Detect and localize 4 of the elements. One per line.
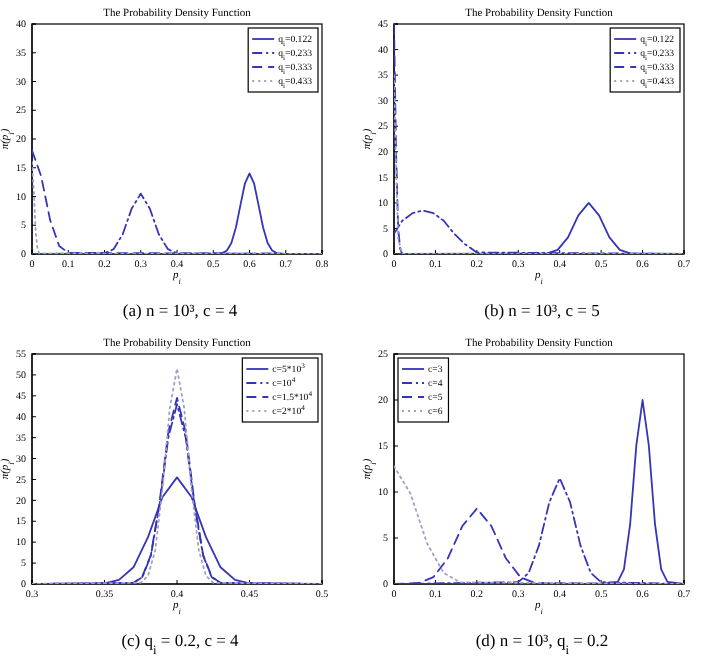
text: (a) n = 10³, c = 4 <box>122 300 239 320</box>
text: (c) q$_{i}$ = 0.2, c = 4 <box>121 630 241 657</box>
text: (d) n = 10³, q$_{i}$ = 0.2 <box>475 630 609 657</box>
text: (b) n = 10³, c = 5 <box>484 300 600 320</box>
